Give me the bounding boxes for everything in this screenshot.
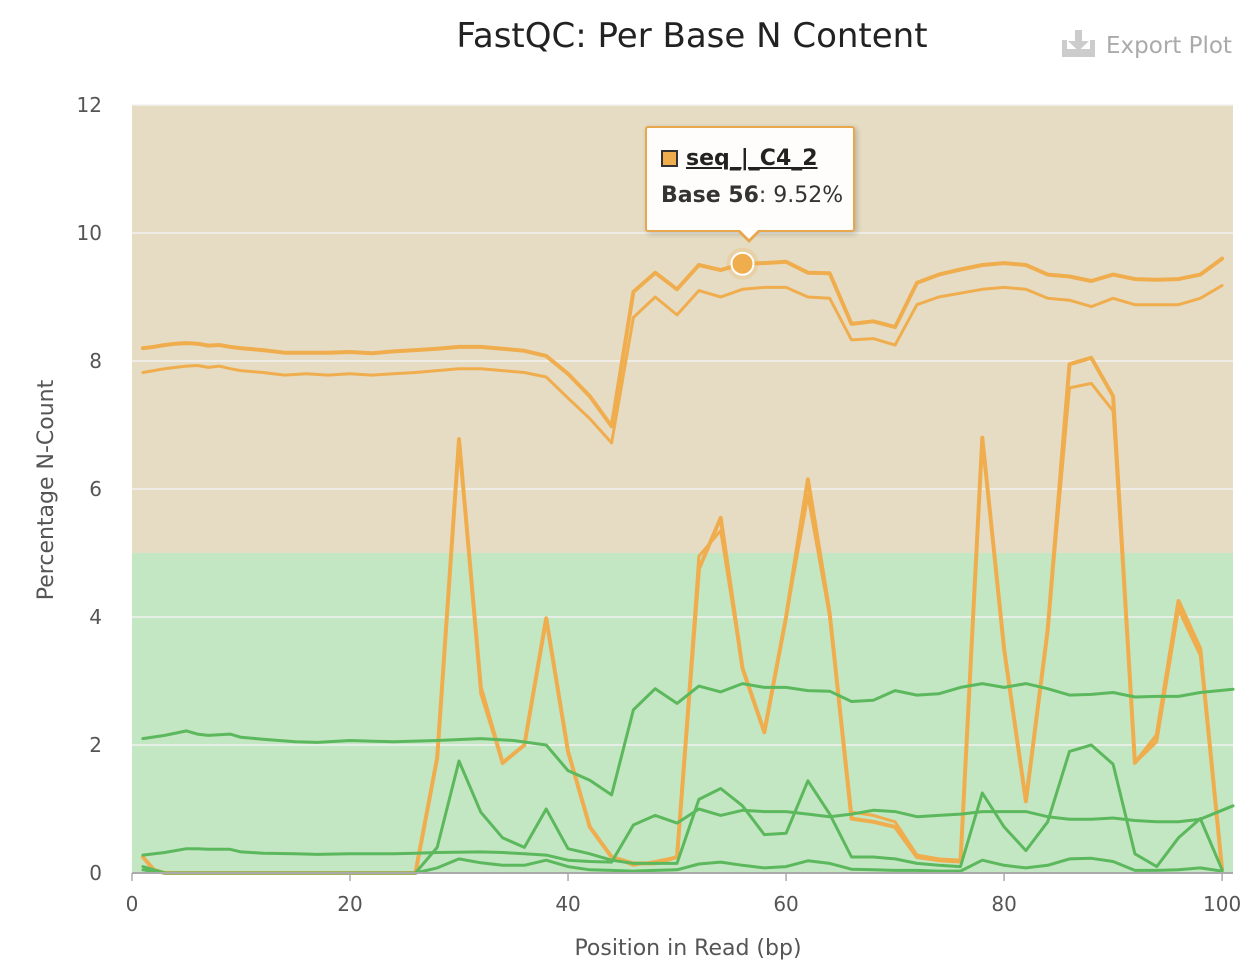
series-line-6	[141, 743, 1224, 875]
highlight-marker	[726, 247, 759, 280]
y-axis-title: Percentage N-Count	[34, 379, 59, 600]
series-line-4	[141, 682, 1235, 797]
series-line-0	[140, 256, 1225, 429]
tooltip-series-name: seq_|_C4_2	[686, 146, 818, 171]
chart-title: FastQC: Per Base N Content	[456, 16, 927, 56]
y-tick-label-10: 10	[77, 221, 102, 245]
grid-lines	[132, 104, 1233, 746]
tick-labels: 0 2 4 6 8 10 12 0 20 40 60 80 100	[77, 93, 1242, 916]
series-line-5	[141, 804, 1235, 864]
series-line-1	[141, 284, 1224, 445]
y-tick-label-4: 4	[89, 605, 102, 629]
tooltip-value-text: : 9.52%	[758, 183, 844, 208]
tooltip-base-label: Base 56	[661, 183, 759, 208]
export-plot-button[interactable]: Export Plot	[1062, 30, 1232, 59]
series-line-7	[141, 856, 1224, 875]
tooltip-series: seq_|_C4_2	[661, 146, 818, 171]
series-lines	[140, 256, 1235, 875]
y-tick-label-8: 8	[89, 349, 102, 373]
x-tick-label-0: 0	[126, 892, 139, 916]
x-tick-label-80: 80	[991, 892, 1016, 916]
x-axis-title: Position in Read (bp)	[574, 936, 801, 961]
plot-band-0	[132, 553, 1233, 873]
highlight-point	[730, 251, 755, 276]
tooltip-value: Base 56: 9.52%	[661, 183, 843, 208]
y-tick-label-2: 2	[89, 733, 102, 757]
series-line-3	[141, 381, 1224, 875]
tooltip-arrow-inner	[738, 228, 760, 239]
y-tick-label-12: 12	[77, 93, 102, 117]
x-tick-label-40: 40	[555, 892, 580, 916]
x-tick-label-60: 60	[773, 892, 798, 916]
y-tick-label-0: 0	[89, 861, 102, 885]
x-tick-label-100: 100	[1203, 892, 1241, 916]
x-tick-label-20: 20	[337, 892, 362, 916]
download-icon	[1062, 30, 1095, 57]
y-tick-label-6: 6	[89, 477, 102, 501]
export-plot-label: Export Plot	[1106, 33, 1232, 59]
series-color-swatch	[661, 150, 678, 167]
tooltip: seq_|_C4_2 Base 56: 9.52%	[645, 126, 855, 243]
